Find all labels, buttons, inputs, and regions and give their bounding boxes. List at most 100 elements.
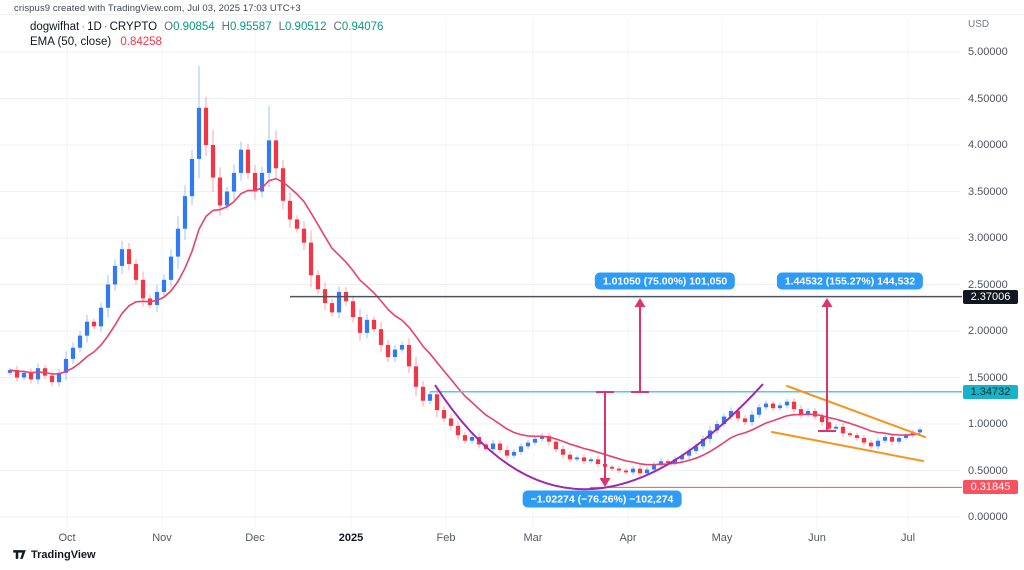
candle-body	[819, 416, 825, 423]
candle-body	[224, 191, 230, 206]
ohlc-value: 0.94076	[341, 21, 384, 33]
price-tick-label: 2.50000	[968, 278, 1008, 291]
candle-body	[77, 335, 83, 348]
candle-body	[784, 401, 790, 406]
candle-body	[238, 149, 244, 173]
candle-body	[280, 168, 286, 201]
candle-body	[679, 455, 685, 460]
candle-body	[28, 372, 34, 380]
candle-body	[168, 256, 174, 280]
ohlc-values: O0.90854 H0.95587 L0.90512 C0.94076	[157, 21, 383, 33]
tradingview-logo-text: TradingView	[31, 548, 96, 561]
ohlc-value: 0.95587	[229, 21, 272, 33]
price-tick-label: 3.50000	[968, 185, 1008, 198]
range-up-75-label[interactable]: 1.01050 (75.00%) 101,050	[594, 272, 736, 290]
candle-body	[763, 403, 769, 408]
ohlc-letter: C	[333, 21, 342, 33]
candle-body	[392, 349, 398, 358]
candle-body	[693, 446, 699, 451]
candle-body	[7, 370, 13, 373]
candle-body	[504, 450, 510, 456]
candle-body	[70, 347, 76, 359]
candle-body	[644, 469, 650, 474]
month-label: Jun	[808, 532, 826, 544]
axis-currency-label: USD	[968, 19, 990, 30]
price-tick-label: 0.00000	[968, 511, 1008, 523]
candle-body	[441, 410, 447, 419]
candle-body	[350, 301, 356, 318]
candle-body	[56, 372, 62, 383]
candle-body	[63, 358, 69, 373]
candle-body	[245, 149, 251, 173]
candle-body	[406, 344, 412, 367]
neckline-line-badge[interactable]: 1.34732	[963, 384, 1018, 399]
candle-body	[770, 403, 776, 409]
price-tick-label: 1.50000	[968, 371, 1008, 384]
candle-body	[462, 435, 468, 441]
candle-body	[609, 466, 615, 469]
candle-body	[560, 449, 566, 455]
candle-body	[378, 329, 384, 345]
symbol-interval[interactable]: 1D	[87, 21, 102, 33]
support-line-badge[interactable]: 0.31845	[963, 480, 1018, 495]
candle-body	[336, 291, 342, 313]
candle-body	[595, 459, 601, 464]
candle-body	[329, 303, 335, 313]
candle-body	[49, 375, 55, 383]
candle-body	[35, 368, 41, 380]
candle-body	[175, 228, 181, 257]
candle-body	[301, 228, 307, 243]
candle-body	[364, 319, 370, 333]
resistance-line-badge[interactable]: 2.37006	[963, 289, 1018, 304]
candle-body	[259, 172, 265, 192]
tradingview-logo[interactable]: TradingView	[12, 547, 96, 562]
symbol-legend-row[interactable]: dogwifhat · 1D · CRYPTO O0.90854 H0.95587 L0.90…	[30, 20, 383, 35]
month-label: Nov	[152, 532, 172, 544]
symbol-name[interactable]: dogwifhat	[30, 21, 80, 33]
cup-curve	[434, 383, 764, 491]
candle-body	[182, 196, 188, 229]
candle-body	[616, 468, 622, 471]
candle-body	[896, 437, 902, 442]
indicator-value: 0.84258	[120, 36, 162, 48]
top-divider	[0, 14, 1024, 15]
symbol-legend[interactable]: dogwifhat · 1D · CRYPTO O0.90854 H0.95587 L0.90…	[30, 20, 383, 50]
candle-body	[868, 442, 874, 447]
candle-body	[854, 435, 860, 438]
legend-separator-2: ·	[103, 21, 108, 33]
legend-separator-1: ·	[81, 21, 86, 33]
candle-body	[434, 394, 440, 411]
candle-body	[658, 461, 664, 465]
candle-body	[140, 279, 146, 299]
candle-body	[315, 275, 321, 290]
candle-body	[273, 140, 279, 169]
candle-body	[189, 158, 195, 197]
candle-body	[91, 321, 97, 327]
indicator-name[interactable]: EMA (50, close)	[30, 36, 112, 48]
candle-body	[847, 433, 853, 436]
candle-body	[231, 172, 237, 192]
candle-body	[917, 429, 923, 433]
month-label: Feb	[436, 532, 456, 544]
range-down-label[interactable]: −1.02274 (−76.26%) −102,274	[522, 490, 682, 508]
month-label: Mar	[523, 532, 543, 544]
candle-body	[826, 422, 832, 429]
candle-body	[889, 437, 895, 442]
candle-body	[455, 425, 461, 436]
candle-body	[574, 457, 580, 460]
indicator-legend-row[interactable]: EMA (50, close) 0.84258	[30, 35, 383, 50]
symbol-exchange[interactable]: CRYPTO	[109, 21, 158, 33]
candle-body	[210, 145, 216, 178]
range-up-155-label[interactable]: 1.44532 (155.27%) 144,532	[776, 272, 924, 290]
candle-body	[553, 441, 559, 450]
candle-body	[98, 307, 104, 327]
price-tick-label: 5.00000	[968, 46, 1008, 58]
price-tick-label: 3.00000	[968, 232, 1008, 244]
candle-body	[861, 437, 867, 443]
candle-body	[721, 416, 727, 424]
ohlc-value: 0.90512	[284, 21, 327, 33]
range-down-arrowhead	[599, 478, 611, 487]
candle-body	[875, 440, 881, 447]
